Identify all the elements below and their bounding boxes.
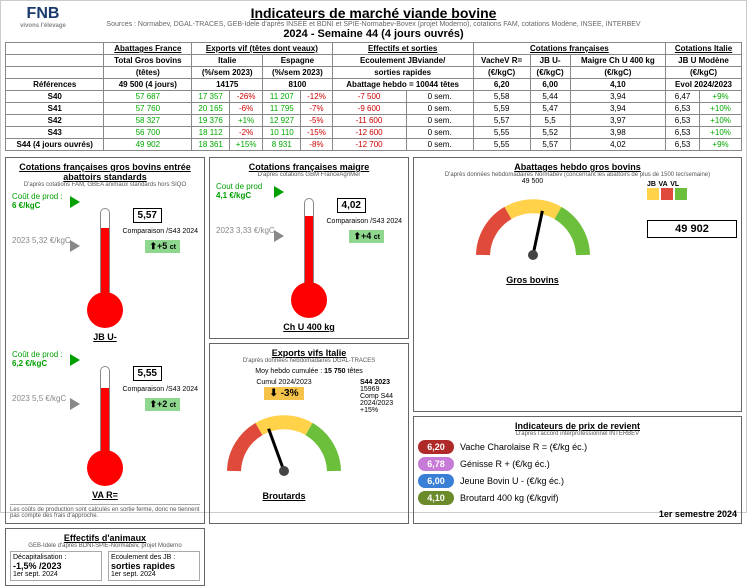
cost-period: 1er semestre 2024 xyxy=(418,509,737,519)
broutards-gauge xyxy=(214,401,354,491)
thermo-title: Cotations françaises gros bovins entrée … xyxy=(10,162,200,182)
mid-row: Cotations françaises gros bovins entrée … xyxy=(5,157,742,524)
cost-panel: Indicateurs de prix de revient D'après l… xyxy=(413,416,742,524)
page-title: Indicateurs de marché viande bovine xyxy=(5,5,742,21)
gauge-legend: JB VA VL xyxy=(647,178,737,200)
header: FNB vivons l'élevage Indicateurs de marc… xyxy=(5,5,742,40)
dashboard-page: FNB vivons l'élevage Indicateurs de marc… xyxy=(0,0,747,513)
abattage-ref: 49 500 xyxy=(418,178,647,185)
logo-text: FNB xyxy=(27,5,60,22)
thermometer: Coût de prod :6,2 €/kgC2023 5,5 €/kgC5,5… xyxy=(10,346,200,486)
effectifs-title: Effectifs d'animaux xyxy=(10,533,200,543)
abattage-title: Abattages hebdo gros bovins xyxy=(418,162,737,172)
maigre-panel: Cotations françaises maigre D'après cota… xyxy=(209,157,409,339)
table-row: S4356 70018 112-2%10 110-15%-12 6000 sem… xyxy=(6,127,742,139)
comp-label: Comp S44 2024/2023 xyxy=(360,393,404,407)
exports-title: Exports vifs Italie xyxy=(214,348,404,358)
cost-title: Indicateurs de prix de revient xyxy=(418,421,737,431)
s44-label: S44 2023 xyxy=(360,379,404,386)
cumul-label: Cumul 2024/2023 xyxy=(214,379,354,386)
decap-label: Décapitalisation : xyxy=(13,554,99,561)
thermometer: Cout de prod4,1 €/kgC2023 3,33 €/kgC4,02… xyxy=(214,178,404,318)
sources-line: Sources : Normabev, DGAL-TRACES, GEB-Ide… xyxy=(5,21,742,28)
decap-val: -1,5% /2023 xyxy=(13,561,99,571)
comp-val: +15% xyxy=(360,407,404,414)
top-data-table: Abattages FranceExports vif (têtes dont … xyxy=(5,42,742,151)
table-row: S4157 76020 165-6%11 795-7%-9 6000 sem.5… xyxy=(6,103,742,115)
cost-row: 6,78Génisse R + (€/kg éc.) xyxy=(418,457,737,471)
exports-src: D'après données hebdomadaires DGAL-TRACE… xyxy=(214,358,404,364)
abattage-panel: Abattages hebdo gros bovins D'après donn… xyxy=(413,157,742,412)
ecoul-val: sorties rapides xyxy=(111,561,197,571)
logo-subline: vivons l'élevage xyxy=(13,23,73,29)
cost-row: 6,20Vache Charolaise R = (€/kg éc.) xyxy=(418,440,737,454)
broutards-label: Broutards xyxy=(214,491,354,501)
thermo-panel: Cotations françaises gros bovins entrée … xyxy=(5,157,205,524)
center-col: Cotations françaises maigre D'après cota… xyxy=(209,157,409,524)
effectifs-src: GEB-Idele d'après BDNI-SPIE-Normabev, pr… xyxy=(10,543,200,549)
week-subtitle: 2024 - Semaine 44 (4 jours ouvrés) xyxy=(5,28,742,40)
ecoul-date: 1er sept. 2024 xyxy=(111,571,197,578)
right-col: Abattages hebdo gros bovins D'après donn… xyxy=(413,157,742,524)
cumul-badge: ⬇ -3% xyxy=(264,387,305,400)
decap-date: 1er sept. 2024 xyxy=(13,571,99,578)
exports-moy: Moy hebdo cumulée : 15 750 têtes xyxy=(214,368,404,375)
cost-row: 4,10Broutard 400 kg (€/kgvif) xyxy=(418,491,737,505)
table-row: S4258 32719 376+1%12 927-5%-11 6000 sem.… xyxy=(6,115,742,127)
thermometer: Coût de prod :6 €/kgC2023 5,32 €/kgC5,57… xyxy=(10,188,200,328)
grosbovins-gauge xyxy=(463,185,603,275)
ecoul-label: Ecoulement des JB : xyxy=(111,554,197,561)
effectifs-panel: Effectifs d'animaux GEB-Idele d'après BD… xyxy=(5,528,205,586)
grosbovins-label: Gros bovins xyxy=(418,275,647,285)
maigre-title: Cotations françaises maigre xyxy=(214,162,404,172)
fnb-logo: FNB vivons l'élevage xyxy=(13,5,73,45)
thermo-footnote: Les coûts de production sont calculés en… xyxy=(10,504,200,519)
table-row: S44 (4 jours ouvrés)49 90218 361+15%8 93… xyxy=(6,139,742,151)
abattage-value: 49 902 xyxy=(647,220,737,238)
table-row: S4057 68717 357-26%11 207-12%-7 5000 sem… xyxy=(6,91,742,103)
s44-val: 15969 xyxy=(360,386,404,393)
exports-panel: Exports vifs Italie D'après données hebd… xyxy=(209,343,409,524)
cost-row: 6,00Jeune Bovin U - (€/kg éc.) xyxy=(418,474,737,488)
cost-src: D'après l'accord interprofessionnel INTE… xyxy=(418,431,737,437)
